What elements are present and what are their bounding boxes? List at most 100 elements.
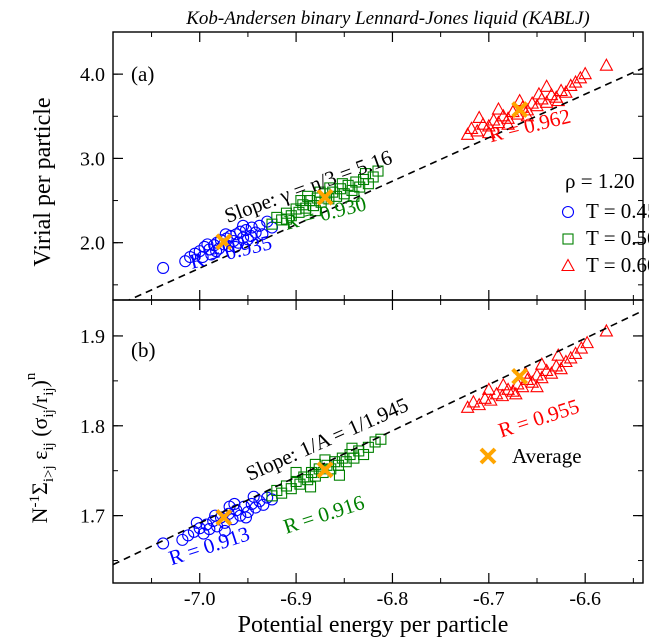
panel-b-point-square xyxy=(369,436,381,448)
panel-b-point-circle xyxy=(203,523,216,536)
panel-b-point-square xyxy=(344,448,356,461)
legend-entry-label: T = 0.50 xyxy=(586,226,649,250)
panel-a-point-triangle xyxy=(573,70,588,84)
panel-b-average-marker xyxy=(511,367,529,385)
x-tick-label: -6.6 xyxy=(569,588,601,610)
panel-b-point-triangle xyxy=(483,392,498,406)
panel-a-point-square xyxy=(336,178,348,190)
panel-b-point-triangle xyxy=(508,386,523,400)
panel-b-point-triangle xyxy=(534,357,549,370)
panel-a-point-square xyxy=(302,190,314,202)
panel-b-point-square xyxy=(375,433,387,445)
legend-marker-square xyxy=(562,233,574,245)
panel-a-point-triangle xyxy=(563,78,578,91)
panel-a-y-tick-label: 3.0 xyxy=(80,148,105,170)
panel-b-fit-line xyxy=(113,309,643,566)
panel-b-point-triangle xyxy=(495,388,510,402)
panel-b-point-circle xyxy=(182,529,195,542)
panel-a-point-square xyxy=(359,168,372,180)
panel-b-point-square xyxy=(302,474,314,486)
panel-b-point-circle xyxy=(218,524,231,537)
figure-title: Kob-Andersen binary Lennard-Jones liquid… xyxy=(185,8,590,29)
panel-b-point-triangle xyxy=(544,366,559,379)
panel-b-label: (b) xyxy=(131,338,156,362)
panel-a-point-triangle xyxy=(530,98,544,112)
panel-a-point-circle xyxy=(256,228,269,241)
panel-a-y-axis-label: Virial per particle xyxy=(30,97,56,266)
panel-a-y-tick-label: 2.0 xyxy=(80,233,105,255)
panel-a-point-circle xyxy=(253,219,266,232)
panel-b-point-circle xyxy=(190,516,203,529)
legend-entry-label: T = 0.45 xyxy=(586,199,649,223)
panel-b-average-marker xyxy=(316,461,334,479)
panel-a-point-triangle xyxy=(599,58,614,71)
panel-b-y-tick-label: 1.8 xyxy=(80,416,105,438)
panel-b-correlation-label: R = 0.955 xyxy=(495,394,582,443)
legend-average-label: Average xyxy=(512,444,582,468)
panel-a-point-circle xyxy=(157,261,170,275)
panel-a-point-triangle xyxy=(512,93,527,107)
panel-b-point-square xyxy=(305,466,318,479)
panel-b-point-triangle xyxy=(551,348,566,361)
panel-a-point-triangle xyxy=(470,123,485,137)
panel-a-point-square xyxy=(331,190,343,202)
panel-b-point-circle xyxy=(247,490,260,503)
panel-a-average-marker xyxy=(215,233,233,251)
panel-a-average-marker xyxy=(511,101,529,118)
panel-a-point-square xyxy=(280,213,293,225)
panel-b-point-square xyxy=(290,466,302,479)
panel-a-point-triangle xyxy=(464,121,479,134)
panel-a-point-triangle xyxy=(476,117,490,130)
panel-a-point-circle xyxy=(237,219,250,232)
panel-b-point-triangle xyxy=(530,379,544,393)
panel-b-plot-area xyxy=(113,309,643,566)
panel-b-point-triangle xyxy=(489,386,504,400)
panel-b-point-square xyxy=(332,459,345,471)
panel-b-point-triangle xyxy=(515,379,530,393)
panel-a-point-circle xyxy=(244,229,257,242)
legend-heading: ρ = 1.20 xyxy=(565,169,635,193)
panel-b-point-triangle xyxy=(563,350,578,364)
panel-b-average-marker xyxy=(215,509,233,526)
x-tick-label: -6.8 xyxy=(377,588,409,610)
legend-marker-triangle xyxy=(561,258,575,272)
legend-entry-label: T = 0.60 xyxy=(586,253,649,277)
panel-b-point-square xyxy=(340,456,352,468)
panel-a-y-tick-label: 4.0 xyxy=(80,64,105,86)
panel-a-fit-line xyxy=(127,67,643,300)
panel-b-point-triangle xyxy=(505,383,520,397)
panel-a-point-triangle xyxy=(568,74,583,88)
panel-a-point-square xyxy=(346,184,358,196)
panel-a-point-triangle xyxy=(578,66,593,80)
panel-a-point-circle xyxy=(210,245,223,258)
panel-a-point-triangle xyxy=(558,85,573,98)
panel-b-point-triangle xyxy=(525,375,540,388)
panel-a-point-triangle xyxy=(539,95,554,108)
panel-b-y-tick-label: 1.7 xyxy=(80,506,105,528)
x-tick-label: -6.9 xyxy=(280,588,312,610)
panel-a-point-circle xyxy=(241,233,254,246)
panel-a-point-triangle xyxy=(539,79,554,92)
panel-b-point-triangle xyxy=(472,397,487,411)
panel-a-point-triangle xyxy=(491,101,506,115)
x-axis-label: Potential energy per particle xyxy=(238,612,509,638)
panel-b-point-triangle xyxy=(466,394,481,408)
panel-b-point-circle xyxy=(257,498,270,511)
x-tick-label: -7.0 xyxy=(184,588,216,610)
panel-b-correlation-label: R = 0.913 xyxy=(166,521,253,570)
panel-a-plot-area xyxy=(127,58,643,300)
panel-b-y-tick-label: 1.9 xyxy=(80,326,105,348)
panel-b-point-triangle xyxy=(534,370,549,384)
panel-a-point-square xyxy=(372,165,384,177)
panel-a-point-circle xyxy=(237,231,250,244)
panel-a-point-triangle xyxy=(551,93,566,107)
panel-a-point-square xyxy=(295,195,307,207)
panel-a-point-triangle xyxy=(472,110,487,124)
legend-average-marker xyxy=(479,447,497,465)
panel-a-point-circle xyxy=(201,238,214,251)
panel-a-point-triangle xyxy=(532,86,546,100)
panel-a-point-square xyxy=(293,206,305,218)
panel-b-point-square xyxy=(333,469,346,481)
